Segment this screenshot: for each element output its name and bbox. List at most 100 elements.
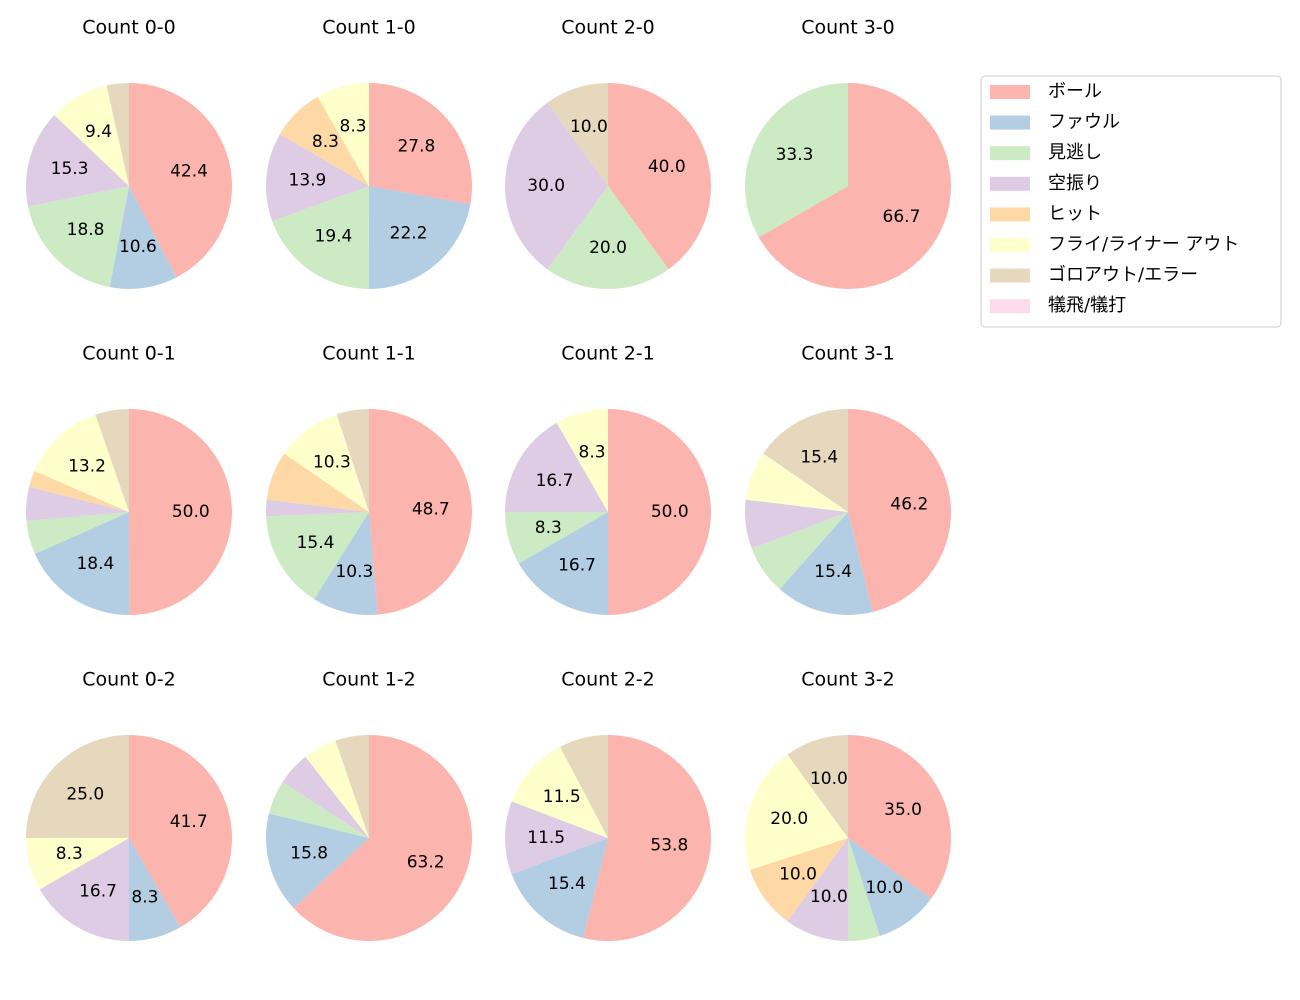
pie-slice: [787, 838, 848, 941]
slice-label: 25.0: [66, 784, 104, 804]
slice-label: 20.0: [770, 809, 808, 829]
pie-title: Count 2-0: [561, 17, 655, 39]
pie-slice: [39, 838, 129, 941]
pie-title: Count 3-0: [801, 17, 895, 39]
legend-label: ゴロアウト/エラー: [1048, 265, 1198, 286]
pie-slice: [750, 838, 848, 922]
slice-label: 50.0: [172, 502, 210, 522]
slice-label: 8.3: [312, 132, 339, 152]
pie-slice: [505, 512, 608, 564]
pie-title: Count 0-2: [82, 669, 176, 691]
legend-box: [980, 75, 1282, 328]
pie-slice: [336, 409, 369, 512]
pie-title: Count 0-1: [82, 343, 176, 365]
pie-slice: [129, 735, 233, 928]
slice-label: 15.4: [814, 562, 852, 582]
legend-swatch: [990, 207, 1030, 222]
pie-slice: [511, 838, 608, 938]
pie-slice: [368, 186, 471, 289]
pie-slice: [763, 409, 848, 512]
legend-swatch: [990, 238, 1030, 252]
legend-swatch: [990, 85, 1030, 99]
pie-slice: [34, 512, 130, 616]
pie-slice: [129, 83, 233, 278]
slice-label: 53.8: [650, 835, 688, 855]
slice-label: 18.8: [67, 220, 105, 240]
slice-label: 11.5: [543, 787, 581, 807]
pie-title: Count 3-1: [801, 343, 895, 365]
slice-label: 30.0: [527, 176, 565, 196]
slice-label: 16.7: [79, 881, 117, 901]
slice-label: 15.4: [297, 533, 335, 553]
pie-slice: [26, 512, 129, 554]
slice-label: 13.9: [289, 170, 327, 190]
slice-label: 19.4: [315, 227, 353, 247]
slice-label: 8.3: [579, 442, 606, 462]
pie-slice: [266, 453, 369, 512]
slice-label: 10.0: [865, 878, 903, 898]
legend-label: ファウル: [1048, 112, 1120, 133]
pie-slice: [106, 83, 129, 186]
pie-slice: [787, 735, 848, 838]
pie-title: Count 1-0: [322, 17, 416, 39]
slice-label: 16.7: [558, 555, 596, 575]
pie-slice: [282, 756, 369, 838]
pie-slice: [511, 746, 608, 838]
slice-label: 41.7: [170, 812, 208, 832]
legend-swatch: [990, 268, 1030, 283]
slice-label: 10.3: [313, 453, 351, 473]
pie-title: Count 0-0: [82, 17, 176, 39]
slice-label: 8.3: [56, 844, 83, 864]
slice-label: 10.6: [119, 237, 157, 257]
pie-slice: [266, 512, 369, 600]
slice-label: 27.8: [397, 136, 435, 156]
pie-slice: [314, 512, 378, 615]
pie-slice: [556, 409, 608, 512]
pie-slice: [25, 115, 130, 207]
pie-slice: [547, 186, 669, 289]
pie-slice: [335, 735, 369, 838]
slice-label: 8.3: [131, 888, 158, 908]
pie-slice: [505, 801, 608, 875]
pie-slice: [305, 740, 369, 838]
pie-slice: [266, 134, 369, 222]
pie-slice: [284, 414, 369, 512]
pie-slice: [317, 83, 369, 186]
legend-label: ボール: [1048, 81, 1102, 102]
pie-slice: [28, 186, 130, 288]
slice-label: 35.0: [884, 800, 922, 820]
pie-slice: [266, 813, 369, 909]
pie-slice: [268, 782, 369, 838]
pie-slice: [266, 499, 369, 517]
pie-slice: [751, 512, 848, 590]
slice-label: 13.2: [68, 457, 106, 477]
slice-label: 66.7: [883, 207, 921, 227]
pie-title: Count 3-2: [801, 669, 895, 691]
slice-label: 11.5: [527, 828, 565, 848]
slice-label: 10.0: [810, 769, 848, 789]
pie-slice: [608, 83, 711, 270]
pie-slice: [54, 115, 129, 186]
slice-label: 16.7: [536, 471, 574, 491]
pie-slice: [745, 453, 848, 512]
legend-swatch: [990, 299, 1030, 314]
slice-label: 10.0: [779, 864, 817, 884]
legend-label: フライ/ライナー アウト: [1048, 234, 1239, 255]
pie-slice: [26, 486, 130, 521]
pie-title: Count 2-2: [561, 669, 655, 691]
pie-slice: [369, 409, 472, 615]
pie-slice: [279, 96, 369, 186]
slice-label: 20.0: [589, 238, 627, 258]
slice-label: 22.2: [390, 223, 428, 243]
pie-slice: [505, 422, 608, 512]
pie-slice: [758, 83, 951, 289]
pie-slice: [505, 102, 608, 270]
pie-slice: [129, 838, 181, 941]
pie-slice: [848, 838, 932, 936]
pie-slice: [109, 186, 177, 290]
legend-swatch: [990, 115, 1030, 130]
pie-slice: [34, 414, 129, 512]
pie-slice: [369, 83, 472, 205]
pie-title: Count 1-1: [322, 343, 416, 365]
